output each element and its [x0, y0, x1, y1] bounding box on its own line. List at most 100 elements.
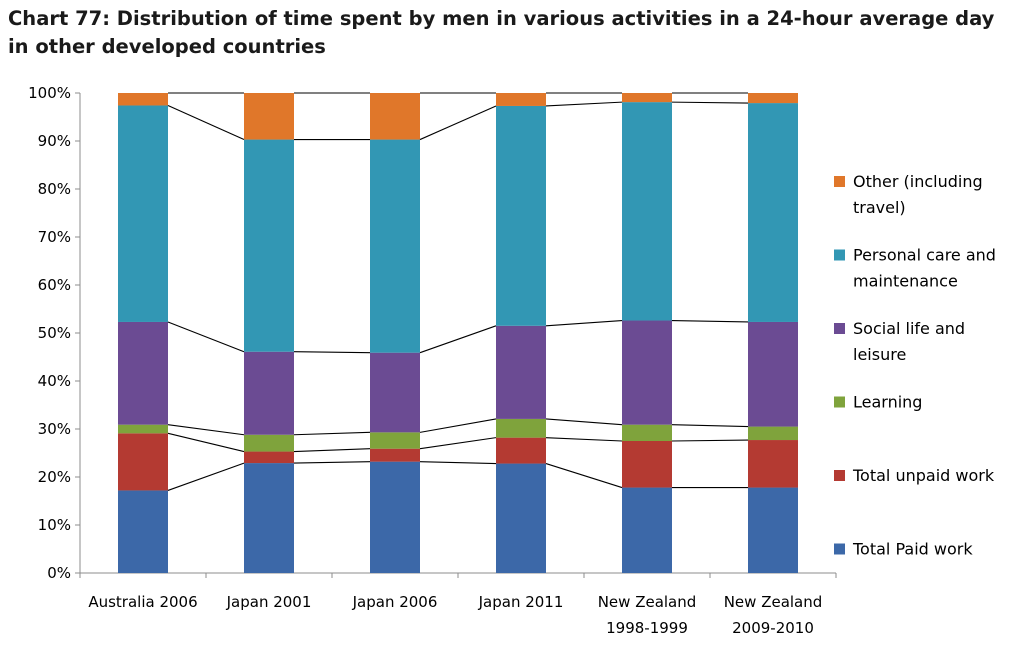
legend-swatch-social — [834, 323, 845, 334]
y-tick-label: 40% — [38, 372, 71, 390]
series-line-unpaid — [293, 448, 371, 453]
bar-other — [370, 93, 420, 140]
bar-social — [622, 320, 672, 425]
bar-personal — [622, 102, 672, 321]
bars — [118, 93, 798, 573]
bar-social — [370, 352, 420, 433]
series-line-personal — [545, 101, 623, 107]
x-axis: Australia 2006 Japan 2001 Japan 2006 Japan … — [79, 572, 837, 637]
legend-label: Total Paid work — [852, 540, 973, 559]
y-tick-label: 50% — [38, 324, 71, 342]
bar-paid — [496, 463, 546, 573]
series-line-social — [419, 325, 497, 354]
bar-paid — [370, 461, 420, 573]
bar-learning — [748, 426, 798, 441]
series-line-unpaid — [545, 437, 623, 442]
bar-other — [622, 93, 672, 103]
bar-unpaid — [244, 451, 294, 464]
y-axis: 0% 10% 20% 30% 40% 50% 60% 70% 80% 90% 100% — [28, 84, 81, 582]
bar-paid — [118, 490, 168, 573]
y-tick-label: 10% — [38, 516, 71, 534]
y-tick-label: 70% — [38, 228, 71, 246]
legend-label: Personal care and — [853, 246, 996, 265]
bar-other — [496, 93, 546, 106]
legend-label: travel) — [853, 198, 906, 217]
series-line-social — [293, 351, 371, 354]
bar-learning — [622, 424, 672, 441]
bar-personal — [748, 103, 798, 322]
bar-social — [496, 325, 546, 419]
series-line-learning — [671, 424, 749, 428]
legend-swatch-personal — [834, 249, 845, 261]
bar-learning — [118, 424, 168, 434]
y-tick-label: 60% — [38, 276, 71, 294]
x-tick-label: 2009-2010 — [732, 619, 814, 637]
series-lines — [167, 92, 749, 491]
bar-personal — [496, 105, 546, 326]
x-tick-label: Japan 2001 — [226, 593, 312, 611]
x-tick-label: Japan 2006 — [352, 593, 438, 611]
series-line-paid — [545, 463, 623, 489]
series-line-learning — [419, 418, 497, 433]
x-tick-label: 1998-1999 — [606, 619, 688, 637]
bar-personal — [370, 139, 420, 353]
series-line-paid — [167, 462, 245, 491]
bar-unpaid — [622, 441, 672, 488]
x-tick-label: Australia 2006 — [88, 593, 197, 611]
legend-swatch-unpaid — [834, 470, 845, 481]
bar-paid — [622, 487, 672, 573]
bar-unpaid — [496, 437, 546, 464]
series-line-social — [545, 319, 623, 327]
series-line-personal — [167, 104, 245, 141]
bar-personal — [118, 105, 168, 322]
series-line-learning — [167, 424, 245, 436]
series-line-social — [671, 319, 749, 323]
y-tick-label: 80% — [38, 180, 71, 198]
series-line-unpaid — [419, 437, 497, 450]
legend-label: leisure — [853, 345, 906, 364]
y-tick-label: 90% — [38, 132, 71, 150]
bar-unpaid — [370, 448, 420, 462]
legend-swatch-learning — [834, 396, 845, 408]
legend-label: maintenance — [853, 272, 958, 291]
x-tick-label: Japan 2011 — [478, 593, 564, 611]
series-line-paid — [293, 461, 371, 464]
bar-social — [244, 351, 294, 435]
legend-label: Total unpaid work — [852, 466, 995, 485]
bar-personal — [244, 139, 294, 352]
y-tick-label: 100% — [28, 84, 71, 102]
x-tick-label: New Zealand — [598, 593, 697, 611]
legend: Other (including travel) Personal care and… — [834, 172, 996, 559]
bar-paid — [244, 463, 294, 573]
bar-learning — [496, 418, 546, 438]
y-tick-label: 0% — [47, 564, 71, 582]
series-line-unpaid — [167, 432, 245, 453]
series-line-social — [167, 321, 245, 353]
bar-social — [748, 321, 798, 427]
legend-label: Learning — [853, 393, 922, 412]
bar-unpaid — [748, 440, 798, 488]
bar-learning — [370, 432, 420, 449]
y-tick-label: 30% — [38, 420, 71, 438]
bar-other — [244, 93, 294, 140]
legend-label: Other (including — [853, 172, 983, 191]
series-line-paid — [419, 461, 497, 465]
bar-learning — [244, 434, 294, 452]
x-tick-label: New Zealand — [724, 593, 823, 611]
legend-label: Social life and — [853, 319, 965, 338]
bar-unpaid — [118, 433, 168, 491]
y-tick-label: 20% — [38, 468, 71, 486]
series-line-learning — [545, 418, 623, 426]
bar-other — [118, 93, 168, 106]
legend-swatch-paid — [834, 543, 845, 555]
bar-paid — [748, 487, 798, 573]
bar-social — [118, 321, 168, 425]
legend-swatch-other — [834, 176, 845, 187]
series-line-personal — [671, 101, 749, 104]
series-line-learning — [293, 431, 371, 436]
series-line-personal — [419, 105, 497, 141]
series-line-unpaid — [671, 439, 749, 442]
chart-title: Chart 77: Distribution of time spent by … — [8, 7, 995, 58]
bar-other — [748, 93, 798, 104]
